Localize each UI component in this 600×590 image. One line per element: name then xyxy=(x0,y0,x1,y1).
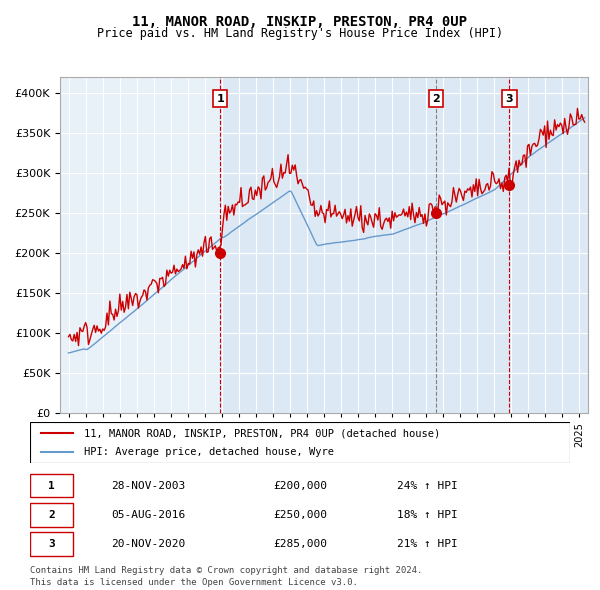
Text: 21% ↑ HPI: 21% ↑ HPI xyxy=(397,539,458,549)
FancyBboxPatch shape xyxy=(30,474,73,497)
Text: 20-NOV-2020: 20-NOV-2020 xyxy=(111,539,185,549)
FancyBboxPatch shape xyxy=(30,422,570,463)
FancyBboxPatch shape xyxy=(30,503,73,527)
Text: 11, MANOR ROAD, INSKIP, PRESTON, PR4 0UP (detached house): 11, MANOR ROAD, INSKIP, PRESTON, PR4 0UP… xyxy=(84,428,440,438)
Text: This data is licensed under the Open Government Licence v3.0.: This data is licensed under the Open Gov… xyxy=(30,578,358,587)
Text: 18% ↑ HPI: 18% ↑ HPI xyxy=(397,510,458,520)
Text: £285,000: £285,000 xyxy=(273,539,327,549)
Text: £200,000: £200,000 xyxy=(273,480,327,490)
Text: 2: 2 xyxy=(48,510,55,520)
Text: Price paid vs. HM Land Registry's House Price Index (HPI): Price paid vs. HM Land Registry's House … xyxy=(97,27,503,40)
Text: 3: 3 xyxy=(48,539,55,549)
Text: 24% ↑ HPI: 24% ↑ HPI xyxy=(397,480,458,490)
Bar xyxy=(220,77,600,413)
Text: 1: 1 xyxy=(217,94,224,103)
Text: 28-NOV-2003: 28-NOV-2003 xyxy=(111,480,185,490)
Text: HPI: Average price, detached house, Wyre: HPI: Average price, detached house, Wyre xyxy=(84,447,334,457)
FancyBboxPatch shape xyxy=(30,532,73,556)
Text: 1: 1 xyxy=(48,480,55,490)
Text: 2: 2 xyxy=(433,94,440,103)
Text: 05-AUG-2016: 05-AUG-2016 xyxy=(111,510,185,520)
Text: 11, MANOR ROAD, INSKIP, PRESTON, PR4 0UP: 11, MANOR ROAD, INSKIP, PRESTON, PR4 0UP xyxy=(133,15,467,29)
Text: £250,000: £250,000 xyxy=(273,510,327,520)
Text: 3: 3 xyxy=(506,94,513,103)
Text: Contains HM Land Registry data © Crown copyright and database right 2024.: Contains HM Land Registry data © Crown c… xyxy=(30,566,422,575)
